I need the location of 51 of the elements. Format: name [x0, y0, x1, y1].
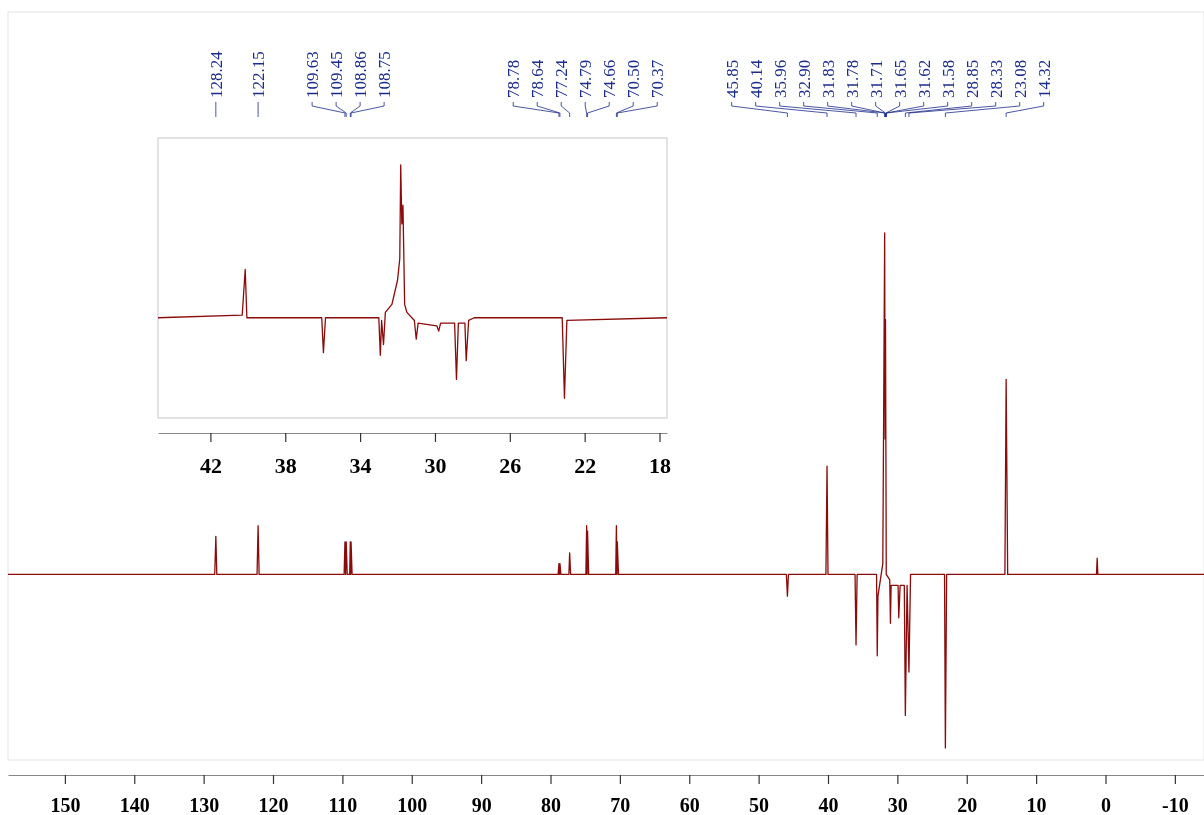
- x-tick-label: 42: [199, 452, 222, 478]
- x-tick-label: 70: [610, 794, 631, 815]
- x-tick-label: 30: [887, 794, 908, 815]
- annotation: 109.63: [303, 51, 323, 98]
- annotation: 31.62: [914, 59, 934, 98]
- annotation: 31.71: [866, 59, 886, 98]
- x-tick-label: 10: [1026, 794, 1047, 815]
- annotation: 74.66: [600, 59, 620, 98]
- annotation: 31.83: [818, 59, 838, 98]
- x-tick-label: 100: [397, 794, 428, 815]
- x-tick-label: -10: [1162, 794, 1189, 815]
- annotation: 28.85: [962, 59, 982, 98]
- annotation: 77.24: [552, 59, 572, 98]
- x-tick-label: 130: [189, 794, 220, 815]
- x-tick-label: 90: [471, 794, 492, 815]
- x-tick-label: 26: [499, 452, 522, 478]
- annotation: 28.33: [986, 59, 1006, 98]
- annotation: 128.24: [206, 50, 226, 98]
- x-tick-label: 80: [541, 794, 561, 815]
- x-tick-label: 50: [749, 794, 770, 815]
- x-tick-label: 38: [274, 452, 297, 478]
- x-tick-label: 30: [424, 452, 447, 478]
- annotation: 31.65: [890, 59, 910, 98]
- annotation: 23.08: [1010, 59, 1030, 98]
- x-tick-label: 150: [50, 794, 81, 815]
- annotation: 78.64: [528, 59, 548, 98]
- annotation: 108.75: [375, 51, 395, 98]
- annotation: 74.79: [576, 59, 596, 98]
- x-tick-label: 34: [349, 452, 372, 478]
- x-tick-label: 22: [574, 452, 597, 478]
- annotation: 45.85: [722, 59, 742, 98]
- annotation: 31.58: [938, 59, 958, 98]
- annotation: 108.86: [351, 51, 371, 98]
- x-tick-label: 18: [649, 452, 672, 478]
- annotation: 31.78: [842, 59, 862, 98]
- annotation: 70.50: [624, 59, 644, 98]
- annotation: 32.90: [794, 59, 814, 98]
- annotation: 122.15: [249, 51, 269, 98]
- x-tick-label: 110: [328, 794, 358, 815]
- x-tick-label: 0: [1100, 794, 1111, 815]
- annotation: 109.45: [327, 51, 347, 98]
- annotation: 35.96: [770, 59, 790, 98]
- annotation: 14.32: [1034, 59, 1054, 98]
- annotation: 70.37: [648, 59, 668, 98]
- x-tick-label: 40: [818, 794, 839, 815]
- annotation: 40.14: [746, 59, 766, 98]
- x-tick-label: 60: [679, 794, 700, 815]
- annotation: 78.78: [504, 59, 524, 98]
- x-tick-label: 140: [119, 794, 150, 815]
- x-tick-label: 20: [957, 794, 978, 815]
- x-tick-label: 120: [258, 794, 289, 815]
